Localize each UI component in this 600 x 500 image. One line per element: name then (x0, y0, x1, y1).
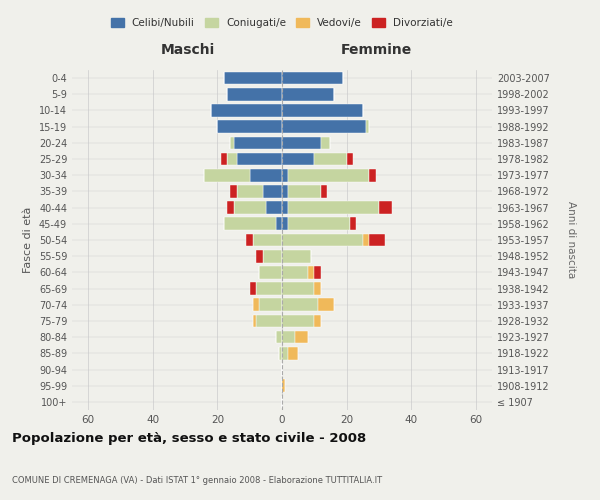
Bar (282, 152, 314, 166)
Bar (289, 218, 350, 230)
Legend: Celibi/Nubili, Coniugati/e, Vedovi/e, Divorziati/e: Celibi/Nubili, Coniugati/e, Vedovi/e, Di… (107, 14, 457, 32)
Bar (237, 185, 263, 198)
Bar (230, 185, 237, 198)
Bar (295, 331, 308, 344)
Y-axis label: Anni di nascita: Anni di nascita (566, 202, 577, 278)
Bar (253, 314, 256, 328)
Bar (289, 202, 379, 214)
Bar (211, 104, 282, 117)
Bar (314, 266, 321, 278)
Bar (369, 234, 385, 246)
Bar (321, 136, 331, 149)
Bar (256, 314, 282, 328)
Bar (282, 185, 289, 198)
Bar (275, 331, 282, 344)
Bar (227, 88, 282, 101)
Text: Femmine: Femmine (341, 43, 412, 57)
Bar (308, 266, 314, 278)
Bar (366, 120, 369, 133)
Bar (282, 120, 366, 133)
Bar (379, 202, 392, 214)
Text: COMUNE DI CREMENAGA (VA) - Dati ISTAT 1° gennaio 2008 - Elaborazione TUTTITALIA.: COMUNE DI CREMENAGA (VA) - Dati ISTAT 1°… (12, 476, 382, 485)
Bar (282, 266, 308, 278)
Bar (289, 169, 369, 181)
Bar (282, 88, 334, 101)
Bar (256, 250, 263, 262)
Bar (282, 347, 289, 360)
Bar (363, 234, 369, 246)
Bar (282, 218, 289, 230)
Bar (259, 266, 282, 278)
Bar (282, 234, 363, 246)
Bar (253, 298, 259, 311)
Bar (282, 282, 314, 295)
Bar (266, 202, 282, 214)
Bar (227, 202, 233, 214)
Bar (233, 202, 266, 214)
Text: Maschi: Maschi (160, 43, 215, 57)
Bar (217, 120, 282, 133)
Bar (275, 218, 282, 230)
Bar (314, 282, 321, 295)
Bar (321, 185, 327, 198)
Bar (259, 298, 282, 311)
Bar (282, 136, 321, 149)
Bar (250, 169, 282, 181)
Bar (230, 136, 233, 149)
Bar (369, 169, 376, 181)
Text: Popolazione per età, sesso e stato civile - 2008: Popolazione per età, sesso e stato civil… (12, 432, 366, 445)
Bar (282, 331, 295, 344)
Bar (282, 202, 289, 214)
Bar (282, 104, 363, 117)
Bar (282, 298, 317, 311)
Bar (247, 234, 253, 246)
Bar (221, 152, 227, 166)
Bar (227, 152, 237, 166)
Bar (279, 347, 282, 360)
Bar (350, 218, 356, 230)
Bar (289, 185, 321, 198)
Bar (224, 218, 275, 230)
Bar (317, 298, 334, 311)
Bar (205, 169, 250, 181)
Bar (314, 314, 321, 328)
Bar (289, 347, 298, 360)
Y-axis label: Fasce di età: Fasce di età (23, 207, 33, 273)
Bar (250, 282, 256, 295)
Bar (314, 152, 347, 166)
Bar (233, 136, 282, 149)
Bar (263, 185, 282, 198)
Bar (282, 72, 343, 85)
Bar (282, 250, 311, 262)
Bar (224, 72, 282, 85)
Bar (282, 169, 289, 181)
Bar (256, 282, 282, 295)
Bar (347, 152, 353, 166)
Bar (282, 380, 285, 392)
Bar (237, 152, 282, 166)
Bar (282, 314, 314, 328)
Bar (263, 250, 282, 262)
Bar (253, 234, 282, 246)
